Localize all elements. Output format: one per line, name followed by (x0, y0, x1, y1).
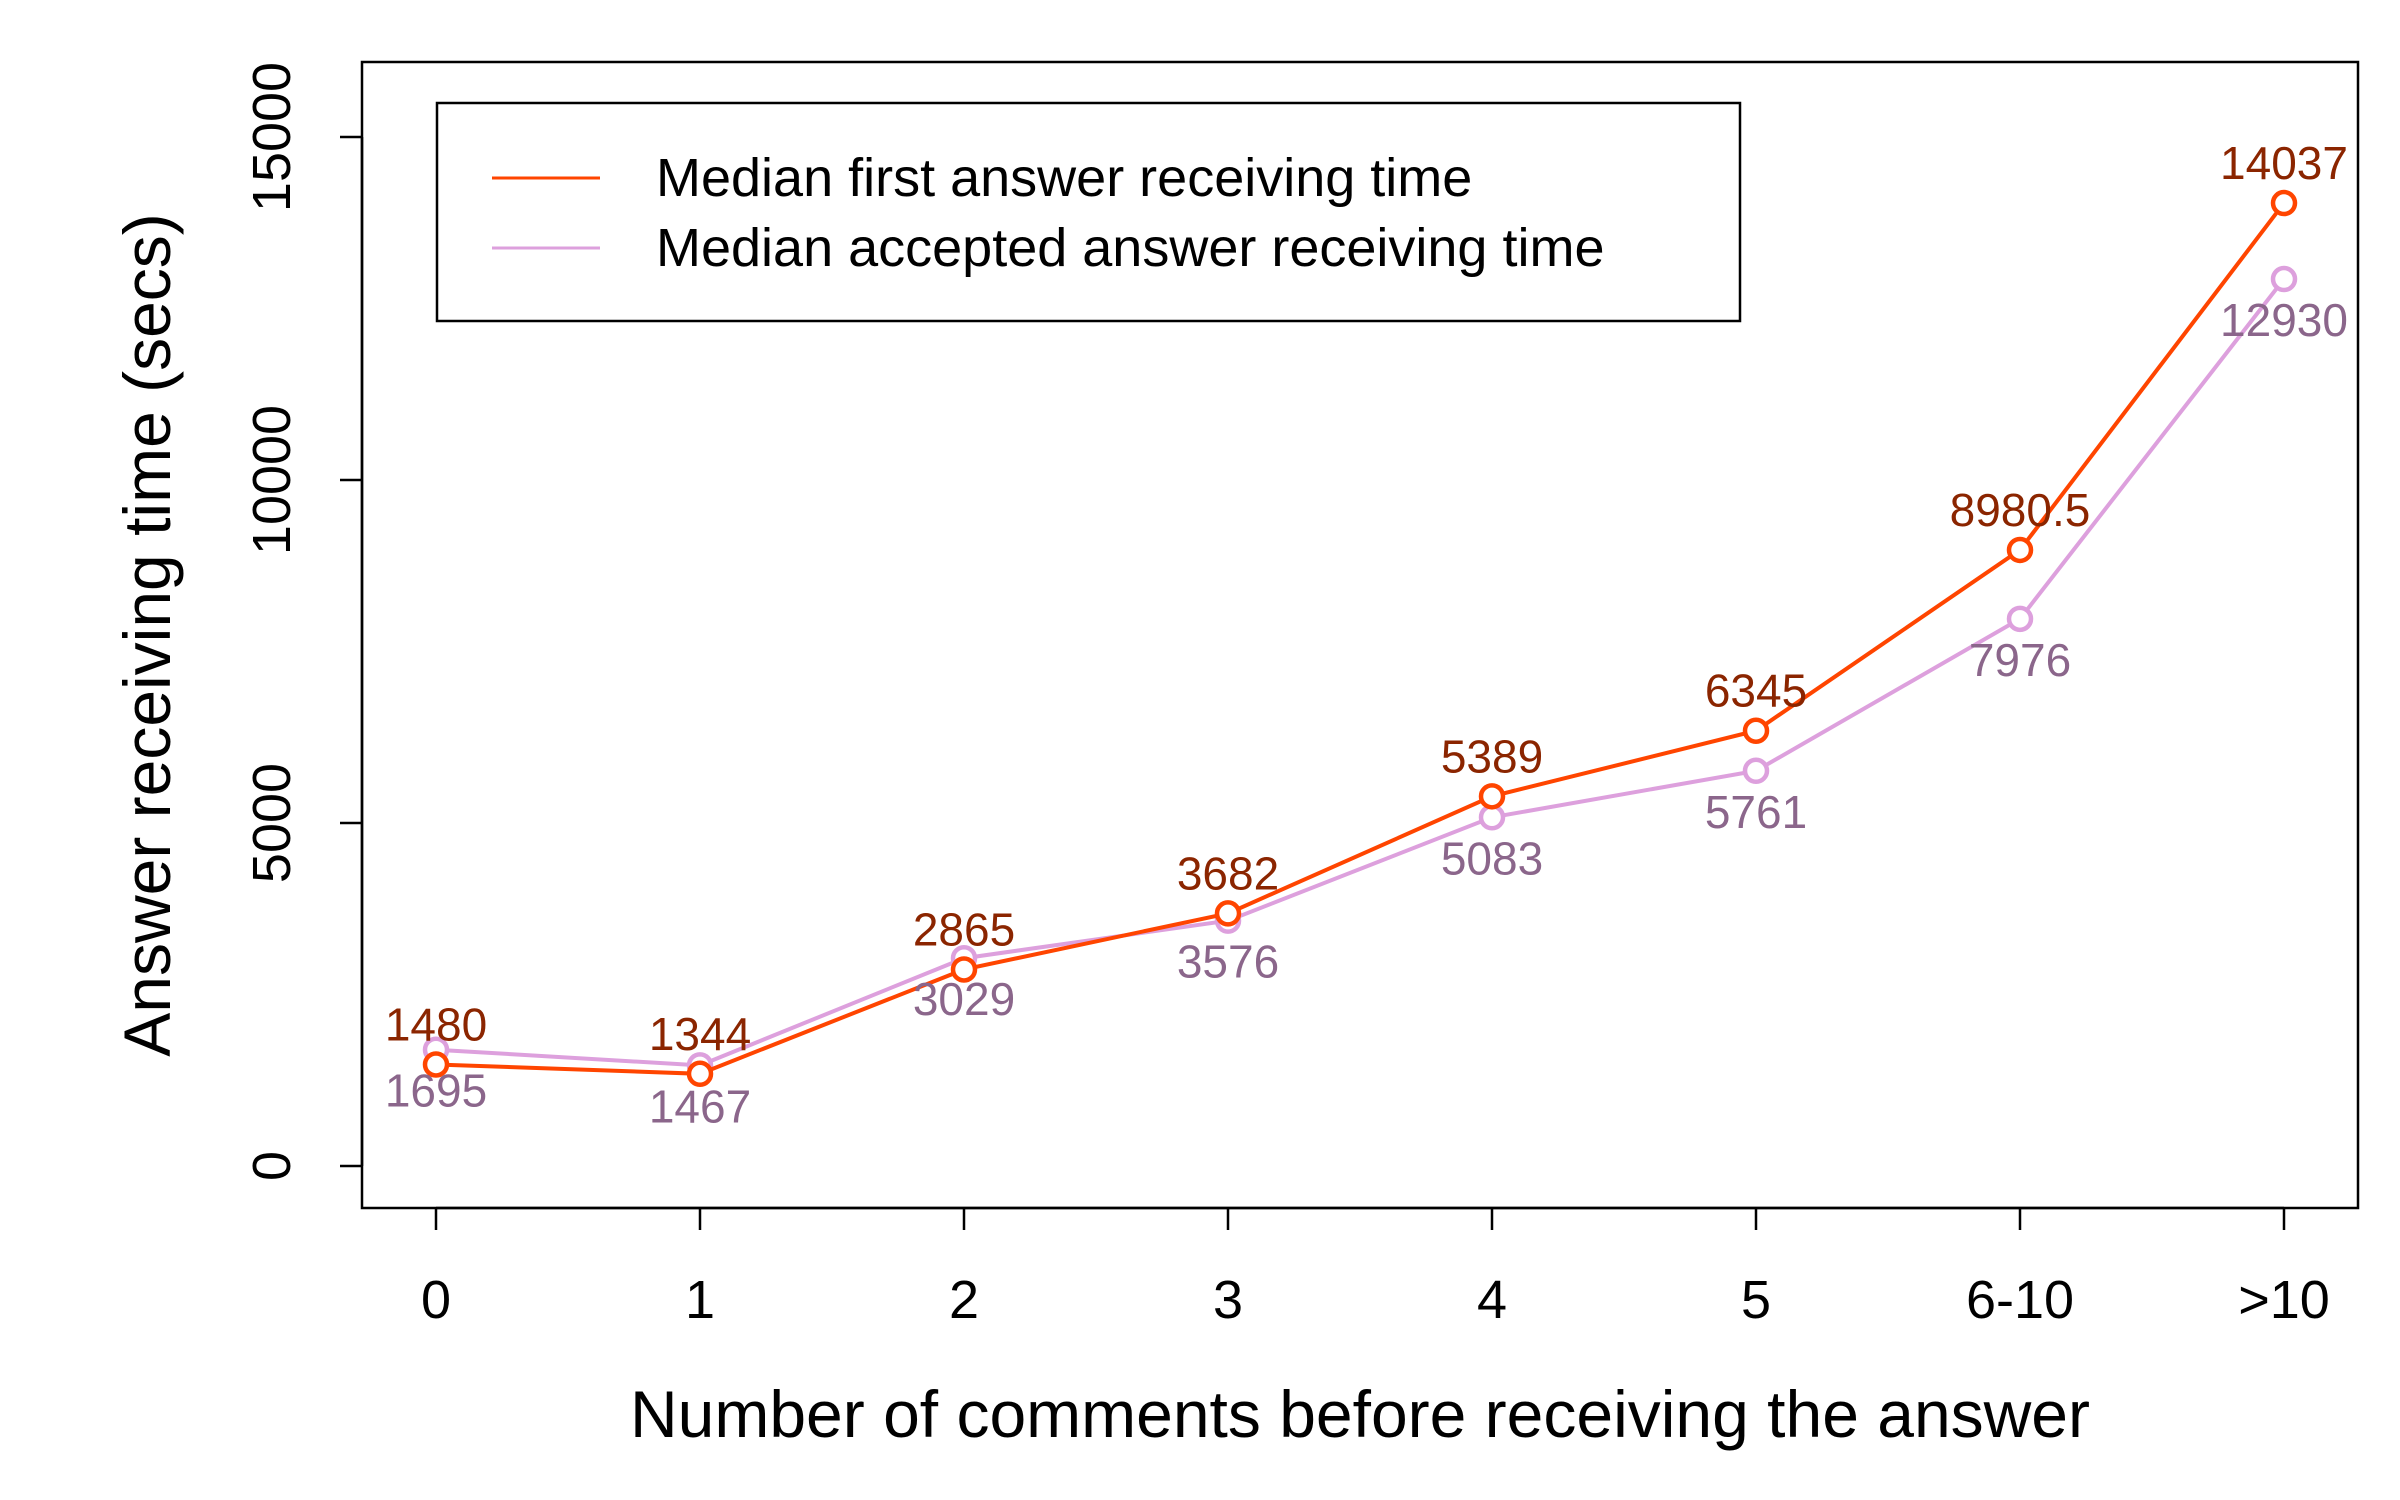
data-point (2006, 605, 2034, 633)
legend: Median first answer receiving time Media… (435, 101, 1742, 323)
data-label: 3682 (1177, 847, 1279, 899)
data-label: 3576 (1177, 936, 1279, 988)
y-axis-title: Answer receiving time (secs) (110, 213, 184, 1057)
data-point (686, 1060, 714, 1088)
y-tick-label: 0 (242, 1151, 302, 1181)
data-point (422, 1051, 450, 1078)
data-point (1742, 757, 1770, 785)
series-line-1 (435, 277, 2286, 1068)
data-label: 5083 (1441, 832, 1543, 884)
data-label: 1467 (649, 1080, 751, 1132)
data-label: 14037 (2220, 137, 2348, 189)
data-point (1742, 717, 1770, 744)
x-tick-label: 5 (1741, 1270, 1771, 1330)
data-point (2270, 265, 2298, 293)
data-label: 1344 (649, 1008, 751, 1060)
data-point (2270, 189, 2298, 217)
x-tick-label: 0 (421, 1270, 451, 1330)
y-tick-label: 15000 (242, 62, 302, 212)
x-tick-label: 2 (949, 1270, 979, 1330)
x-tick-label: 4 (1477, 1270, 1507, 1330)
y-tick-label: 10000 (242, 405, 302, 555)
data-label: 1695 (385, 1065, 487, 1117)
x-tick-label: 1 (685, 1270, 715, 1330)
series-line-0 (435, 201, 2286, 1076)
data-point (1214, 900, 1242, 927)
data-label: 8980.5 (1950, 484, 2091, 536)
x-tick-label: 3 (1213, 1270, 1243, 1330)
data-label: 5389 (1441, 730, 1543, 782)
data-point (1478, 804, 1506, 831)
data-labels: 1480 1344 2865 3682 5389 6345 8980.5 14037 1695 1… (385, 137, 2348, 1132)
data-label: 5761 (1705, 786, 1807, 838)
x-axis-title: Number of comments before receiving the … (630, 1377, 2090, 1451)
data-point (2006, 536, 2034, 564)
data-label: 12930 (2220, 294, 2348, 346)
data-label: 3029 (913, 973, 1015, 1025)
legend-label-first-answer: Median first answer receiving time (656, 148, 1472, 208)
x-tick-label: >10 (2238, 1270, 2330, 1330)
data-label: 1480 (385, 998, 487, 1050)
data-point (1478, 783, 1506, 810)
axes: 0 1 2 3 4 5 6-10 >10 0 5000 10000 15000 (242, 62, 2330, 1330)
data-label: 2865 (913, 903, 1015, 955)
data-label: 7976 (1969, 634, 2071, 686)
data-point (950, 956, 978, 983)
x-tick-label: 6-10 (1966, 1270, 2074, 1330)
legend-box (435, 101, 1742, 323)
legend-label-accepted-answer: Median accepted answer receiving time (656, 218, 1604, 278)
y-tick-label: 5000 (242, 763, 302, 883)
series-layer (422, 189, 2298, 1088)
data-label: 6345 (1705, 665, 1807, 717)
